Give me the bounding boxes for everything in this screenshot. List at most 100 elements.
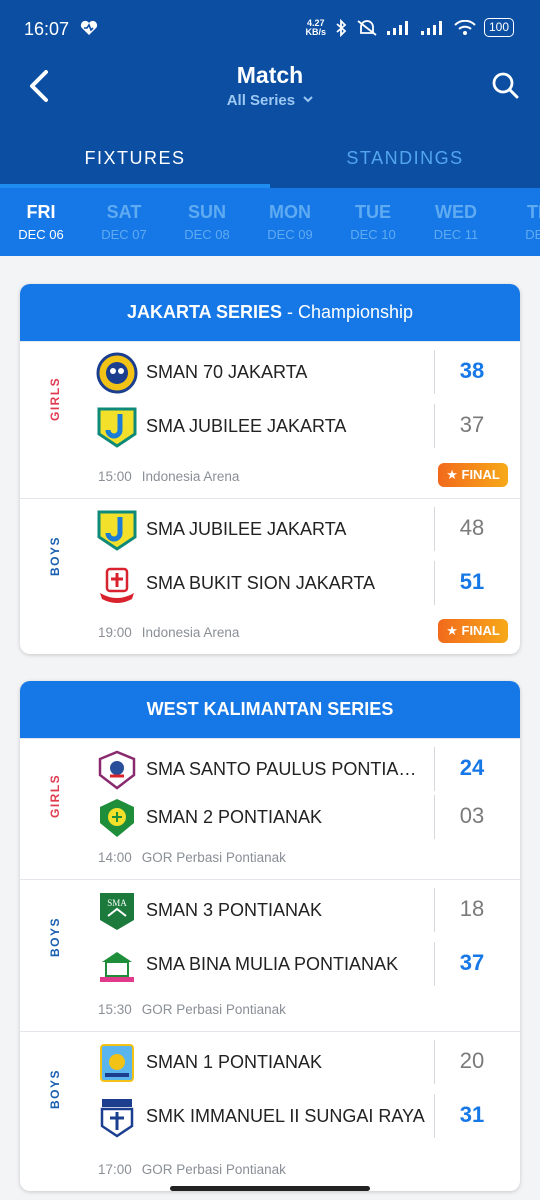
immanuel-logo bbox=[96, 1096, 138, 1138]
battery-icon: 100 bbox=[483, 18, 514, 37]
team-name: SMAN 2 PONTIANAK bbox=[146, 807, 323, 827]
final-label: FINAL bbox=[461, 467, 500, 482]
team-score: 03 bbox=[459, 803, 485, 828]
signal-icon-1 bbox=[386, 20, 408, 35]
series-header: WEST KALIMANTAN SERIES bbox=[20, 681, 520, 738]
team-row: SMAN 2 PONTIANAK 03 bbox=[96, 795, 520, 841]
gender-label: BOYS bbox=[48, 536, 62, 577]
team-score: 18 bbox=[459, 896, 485, 921]
status-bar: 16:07 4.27 KB/s 100 bbox=[0, 0, 540, 58]
day-label: TH bbox=[527, 202, 540, 222]
network-speed: 4.27 KB/s bbox=[305, 17, 326, 37]
score-divider bbox=[434, 404, 435, 448]
day-label: TUE bbox=[355, 202, 391, 222]
team-row: SMA SMAN 3 PONTIANAK 18 bbox=[96, 888, 520, 934]
match-time: 14:00 bbox=[98, 850, 132, 865]
status-time: 16:07 bbox=[24, 19, 70, 39]
bukit-sion-logo bbox=[96, 563, 138, 605]
jubilee-logo bbox=[96, 509, 138, 551]
day-label: SUN bbox=[187, 202, 226, 222]
jubilee-logo bbox=[96, 406, 138, 448]
sman3-logo: SMA bbox=[96, 890, 138, 932]
home-indicator[interactable] bbox=[170, 1186, 370, 1191]
tab-fixtures[interactable]: FIXTURES bbox=[84, 148, 186, 168]
day-th[interactable]: TH DEC bbox=[506, 202, 540, 242]
day-fri[interactable]: FRI DEC 06 bbox=[8, 202, 74, 242]
gender-label: BOYS bbox=[48, 917, 62, 958]
score-divider bbox=[434, 1094, 435, 1138]
match-row[interactable]: BOYS SMA JUBILEE JAKARTA 48 SMA BUKIT SION … bbox=[20, 498, 520, 654]
match-time: 19:00 bbox=[98, 625, 132, 640]
match-info: 15:30 GOR Perbasi Pontianak bbox=[98, 1002, 286, 1017]
wifi-icon bbox=[454, 19, 476, 35]
bluetooth-icon bbox=[336, 18, 347, 37]
day-wed[interactable]: WED DEC 11 bbox=[423, 202, 489, 242]
mute-bell-icon bbox=[357, 19, 377, 36]
signal-icon-2 bbox=[420, 20, 442, 35]
final-label: FINAL bbox=[461, 623, 500, 638]
star-icon: ★ bbox=[446, 623, 462, 638]
series-dropdown[interactable]: All Series bbox=[0, 92, 540, 109]
series-stage: - Championship bbox=[281, 302, 414, 322]
team-score: 38 bbox=[459, 358, 485, 383]
team-name: SMK IMMANUEL II SUNGAI RAYA bbox=[146, 1106, 425, 1126]
match-time: 15:30 bbox=[98, 1002, 132, 1017]
series-card: WEST KALIMANTAN SERIES GIRLS SMA SANTO PAU… bbox=[20, 681, 520, 1191]
team-score: 24 bbox=[459, 755, 485, 780]
team-name: SMAN 3 PONTIANAK bbox=[146, 900, 323, 920]
sman70-logo bbox=[96, 352, 138, 394]
day-date: DEC 11 bbox=[433, 227, 479, 242]
score-divider bbox=[434, 888, 435, 932]
team-row: SMA SANTO PAULUS PONTIAN... 24 bbox=[96, 747, 520, 793]
score-divider bbox=[434, 561, 435, 605]
star-icon: ★ bbox=[446, 467, 462, 482]
team-row: SMA JUBILEE JAKARTA 48 bbox=[96, 507, 520, 553]
score-divider bbox=[434, 747, 435, 791]
score-divider bbox=[434, 1040, 435, 1084]
date-strip: FRI DEC 06 SAT DEC 07 SUN DEC 08 MON DEC 09 TUE D… bbox=[0, 188, 540, 256]
score-divider bbox=[434, 350, 435, 394]
team-score: 31 bbox=[459, 1102, 485, 1127]
day-date: DEC 06 bbox=[18, 227, 64, 242]
fixtures-list: JAKARTA SERIES - Championship GIRLS SMAN 7… bbox=[0, 256, 540, 1200]
day-sun[interactable]: SUN DEC 08 bbox=[174, 202, 240, 242]
team-row: SMA JUBILEE JAKARTA 37 bbox=[96, 404, 520, 450]
series-name: WEST KALIMANTAN SERIES bbox=[146, 699, 394, 719]
team-score: 37 bbox=[459, 950, 485, 975]
day-sat[interactable]: SAT DEC 07 bbox=[91, 202, 157, 242]
day-mon[interactable]: MON DEC 09 bbox=[257, 202, 323, 242]
day-label: SAT bbox=[106, 202, 142, 222]
match-row[interactable]: BOYS SMAN 1 PONTIANAK 20 SMK IMMANUEL II SU… bbox=[20, 1031, 520, 1191]
series-name: JAKARTA SERIES bbox=[126, 302, 282, 322]
back-arrow-icon[interactable] bbox=[22, 66, 58, 106]
day-date: DEC 07 bbox=[101, 227, 147, 242]
page-title: Match bbox=[236, 62, 304, 88]
match-info: 15:00 Indonesia Arena bbox=[98, 469, 239, 484]
tab-standings[interactable]: STANDINGS bbox=[346, 148, 464, 168]
match-row[interactable]: GIRLS SMAN 70 JAKARTA 38 SMA JUBILEE JAKART… bbox=[20, 341, 520, 498]
team-score: 51 bbox=[459, 569, 485, 594]
day-label: FRI bbox=[26, 202, 56, 222]
search-icon[interactable] bbox=[490, 70, 520, 100]
match-venue: Indonesia Arena bbox=[141, 469, 240, 484]
team-row: SMA BINA MULIA PONTIANAK 37 bbox=[96, 942, 520, 988]
match-info: 14:00 GOR Perbasi Pontianak bbox=[98, 850, 286, 865]
series-card: JAKARTA SERIES - Championship GIRLS SMAN 7… bbox=[20, 284, 520, 654]
chevron-down-icon bbox=[303, 96, 313, 103]
match-time: 17:00 bbox=[98, 1162, 132, 1177]
team-score: 20 bbox=[459, 1048, 485, 1073]
day-date: DEC 08 bbox=[184, 227, 230, 242]
match-venue: GOR Perbasi Pontianak bbox=[141, 850, 286, 865]
team-row: SMAN 1 PONTIANAK 20 bbox=[96, 1040, 520, 1086]
day-tue[interactable]: TUE DEC 10 bbox=[340, 202, 406, 242]
final-badge: ★ FINAL bbox=[438, 619, 508, 643]
score-divider bbox=[434, 942, 435, 986]
match-row[interactable]: GIRLS SMA SANTO PAULUS PONTIAN... 24 SMAN 2… bbox=[20, 738, 520, 879]
match-venue: GOR Perbasi Pontianak bbox=[141, 1002, 286, 1017]
team-score: 37 bbox=[459, 412, 485, 437]
match-info: 17:00 GOR Perbasi Pontianak bbox=[98, 1162, 286, 1177]
final-badge: ★ FINAL bbox=[438, 463, 508, 487]
santo-paulus-logo bbox=[96, 749, 138, 791]
match-row[interactable]: BOYS SMA SMAN 3 PONTIANAK 18 SMA BINA MULIA … bbox=[20, 879, 520, 1031]
team-row: SMK IMMANUEL II SUNGAI RAYA 31 bbox=[96, 1094, 520, 1140]
